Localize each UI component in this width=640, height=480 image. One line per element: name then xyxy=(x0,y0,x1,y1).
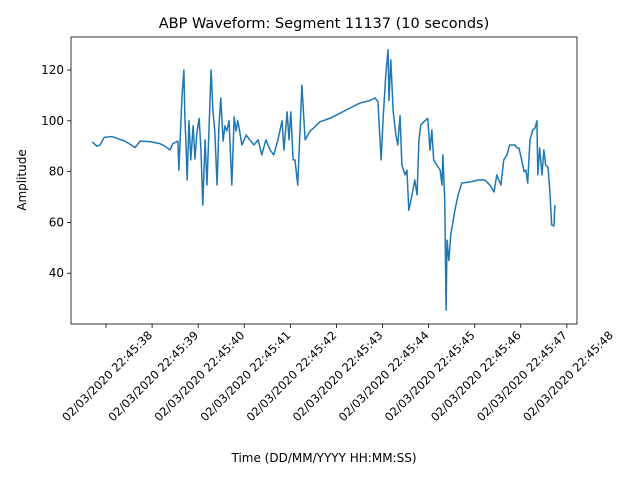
y-tick-label: 80 xyxy=(49,165,64,179)
chart-title: ABP Waveform: Segment 11137 (10 seconds) xyxy=(159,16,490,32)
y-axis-label: Amplitude xyxy=(15,149,29,211)
plot-frame xyxy=(70,36,578,325)
y-tick-label: 100 xyxy=(41,114,64,128)
y-tick-label: 60 xyxy=(49,215,64,229)
x-axis-label: Time (DD/MM/YYYY HH:MM:SS) xyxy=(230,451,416,465)
y-tick-label: 40 xyxy=(49,266,64,280)
data-line xyxy=(91,48,556,312)
y-tick-label: 120 xyxy=(41,63,64,77)
